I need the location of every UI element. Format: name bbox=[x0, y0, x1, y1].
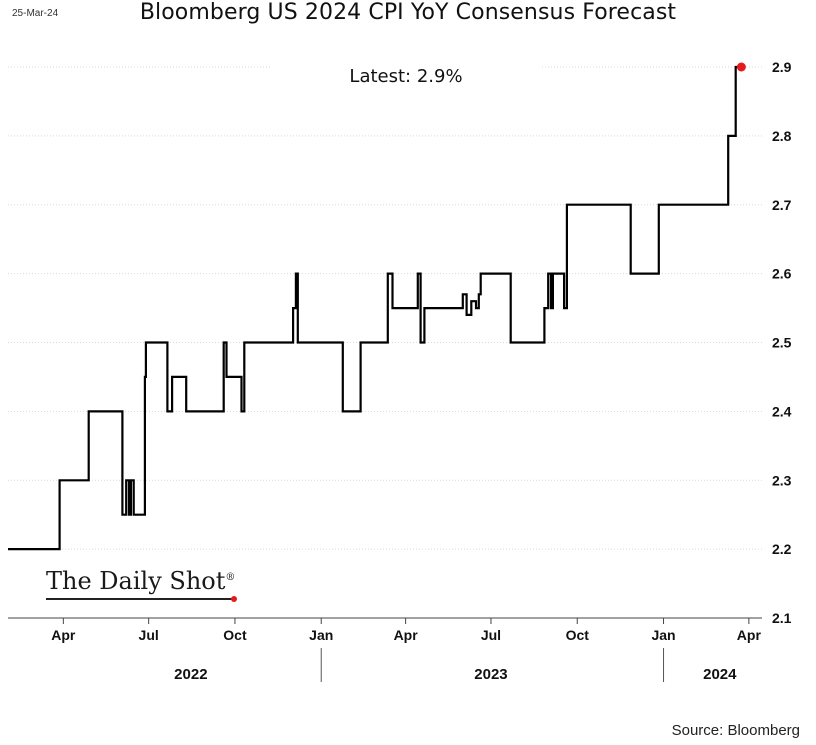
x-tick-label: Jul bbox=[481, 627, 501, 643]
y-tick-label: 2.2 bbox=[772, 541, 792, 557]
y-tick-label: 2.8 bbox=[772, 128, 792, 144]
latest-annotation: Latest: 2.9% bbox=[349, 66, 462, 87]
logo-dot bbox=[231, 596, 237, 602]
y-tick-label: 2.6 bbox=[772, 266, 792, 282]
year-label: 2024 bbox=[703, 666, 737, 683]
daily-shot-logo: The Daily Shot® bbox=[46, 567, 236, 595]
x-tick-label: Oct bbox=[223, 627, 247, 643]
x-tick-label: Jan bbox=[309, 627, 333, 643]
y-tick-label: 2.5 bbox=[772, 335, 792, 351]
annotation-background bbox=[272, 58, 540, 78]
series-line bbox=[8, 65, 742, 551]
x-tick-label: Jul bbox=[139, 627, 159, 643]
chart-title: Bloomberg US 2024 CPI YoY Consensus Fore… bbox=[139, 0, 677, 25]
x-tick-label: Apr bbox=[737, 627, 762, 643]
y-tick-label: 2.4 bbox=[772, 403, 792, 419]
date-stamp: 25-Mar-24 bbox=[12, 8, 59, 19]
y-tick-label: 2.3 bbox=[772, 472, 792, 488]
x-tick-label: Oct bbox=[566, 627, 590, 643]
year-label: 2022 bbox=[174, 666, 207, 683]
source-note: Source: Bloomberg bbox=[671, 722, 800, 739]
y-tick-label: 2.9 bbox=[772, 59, 792, 75]
year-label: 2023 bbox=[474, 666, 507, 683]
x-tick-label: Apr bbox=[51, 627, 76, 643]
latest-point-marker bbox=[736, 62, 746, 72]
x-tick-label: Jan bbox=[651, 627, 675, 643]
y-tick-label: 2.1 bbox=[772, 610, 792, 626]
x-tick-label: Apr bbox=[394, 627, 419, 643]
logo-underline bbox=[46, 598, 232, 600]
y-tick-label: 2.7 bbox=[772, 197, 792, 213]
